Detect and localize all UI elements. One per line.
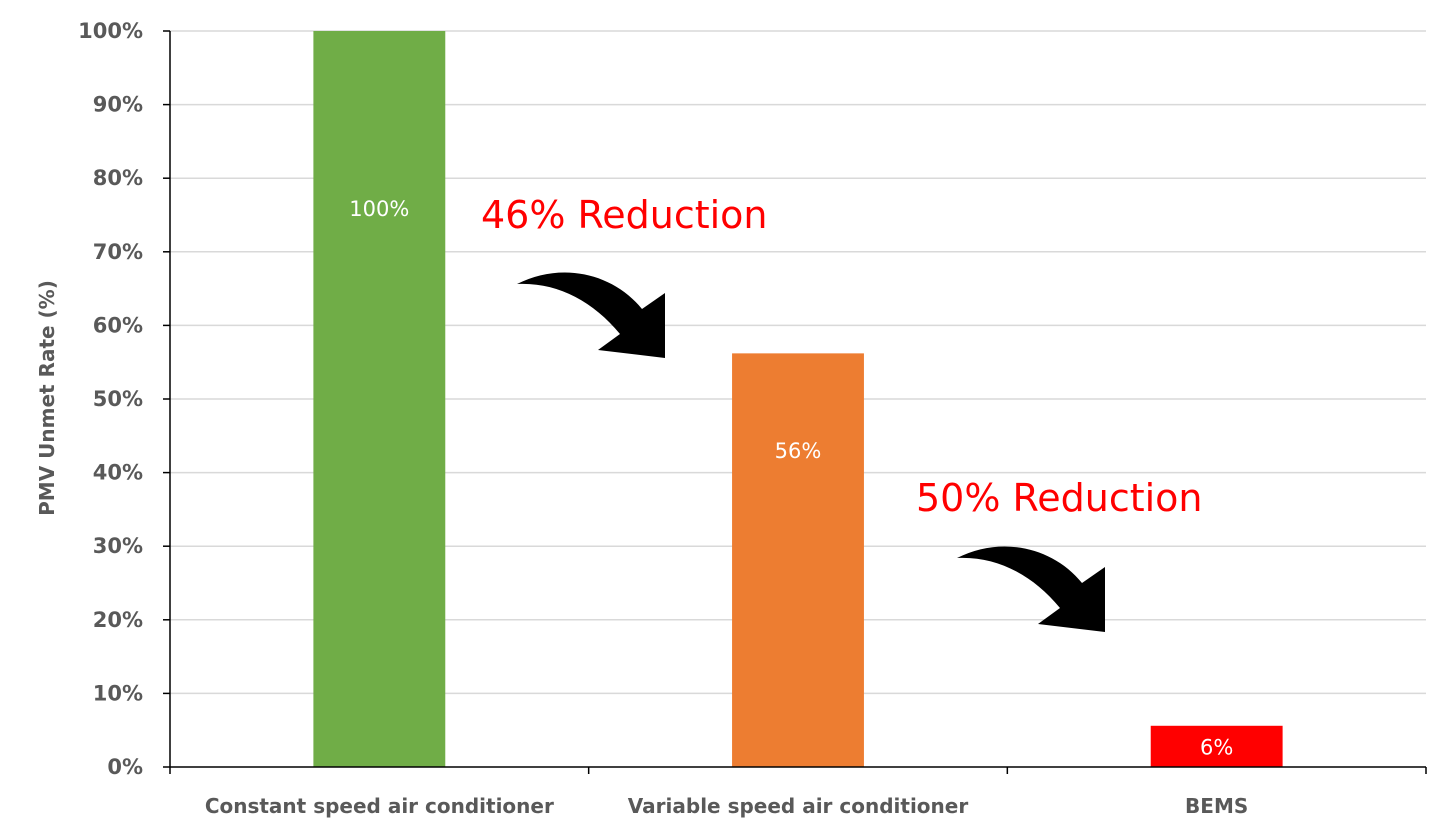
x-category-label: Variable speed air conditioner	[628, 794, 969, 818]
y-tick-label: 0%	[107, 755, 143, 779]
y-tick-label: 10%	[93, 681, 143, 705]
y-axis-label: PMV Unmet Rate (%)	[35, 280, 59, 516]
annotation-reduction-2: 50% Reduction	[916, 476, 1203, 520]
curved-arrow-icon	[957, 546, 1105, 632]
curved-arrow-icon	[517, 272, 665, 358]
y-tick-label: 100%	[78, 19, 143, 43]
y-tick-label: 50%	[93, 387, 143, 411]
x-axis-ticks: Constant speed air conditioner Variable s…	[169, 767, 1427, 818]
y-tick-label: 40%	[93, 461, 143, 485]
data-label: 56%	[775, 439, 822, 463]
y-tick-label: 20%	[93, 608, 143, 632]
data-label: 6%	[1200, 735, 1233, 759]
x-category-label: Constant speed air conditioner	[205, 794, 554, 818]
data-label: 100%	[349, 197, 409, 221]
x-category-label: BEMS	[1185, 794, 1248, 818]
bar	[732, 353, 864, 767]
y-tick-label: 70%	[93, 240, 143, 264]
bars: 100% 56% 6%	[313, 31, 1283, 767]
bar	[1150, 725, 1283, 767]
annotation-reduction-1: 46% Reduction	[481, 193, 768, 237]
y-tick-label: 90%	[93, 93, 143, 117]
bar	[313, 31, 446, 767]
y-tick-label: 60%	[93, 313, 143, 337]
y-tick-label: 30%	[93, 534, 143, 558]
y-axis-ticks: 0% 10% 20% 30% 40% 50% 60% 70% 80% 90% 100%	[78, 19, 170, 779]
y-tick-label: 80%	[93, 166, 143, 190]
